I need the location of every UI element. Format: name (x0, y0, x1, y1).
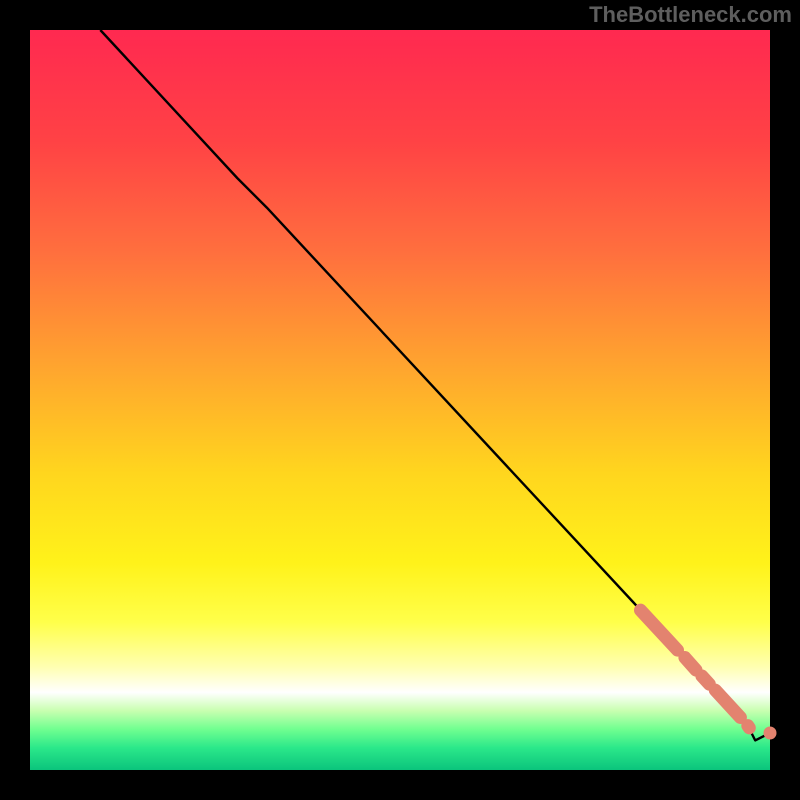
bottleneck-chart: TheBottleneck.com (0, 0, 800, 800)
attribution-text: TheBottleneck.com (589, 2, 792, 27)
plot-gradient-area (30, 30, 770, 770)
curve-end-marker (764, 727, 777, 740)
